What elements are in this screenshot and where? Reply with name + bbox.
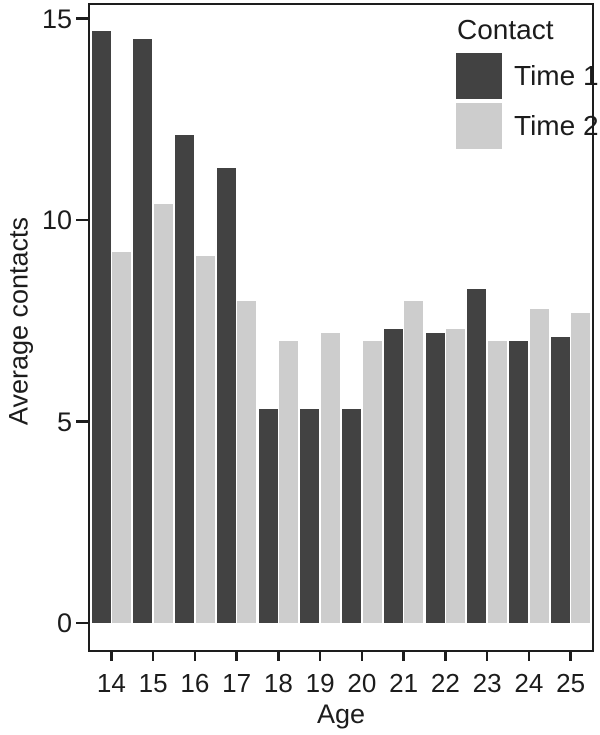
x-tick-label-15: 15 — [138, 668, 168, 698]
bar-time2-age18 — [279, 340, 299, 623]
x-tick-label-23: 23 — [472, 668, 502, 698]
legend-label-time1: Time 1 — [514, 60, 599, 91]
x-tick-19 — [318, 652, 322, 661]
bar-time1-age24 — [509, 340, 529, 623]
bar-time1-age23 — [467, 288, 487, 623]
x-tick-18 — [277, 652, 280, 661]
y-tick-label-10: 10 — [41, 205, 72, 235]
legend-swatch-time1 — [456, 53, 502, 99]
x-tick-20 — [360, 652, 364, 661]
bar-time1-age14 — [91, 30, 111, 623]
x-tick-17 — [235, 652, 238, 661]
x-tick-label-17: 17 — [222, 668, 252, 698]
bar-time1-age16 — [175, 135, 195, 623]
bar-time1-age17 — [216, 167, 236, 623]
y-tick-label-5: 5 — [56, 406, 72, 437]
x-tick-22 — [444, 652, 447, 661]
bar-time2-age24 — [529, 308, 549, 623]
x-tick-25 — [569, 652, 572, 661]
legend-swatch-time2 — [456, 103, 502, 149]
y-tick-label-0: 0 — [56, 608, 72, 638]
bar-time1-age25 — [550, 336, 570, 623]
x-axis-title: Age — [316, 699, 366, 729]
x-tick-label-22: 22 — [430, 668, 460, 698]
bar-time2-age19 — [320, 332, 340, 623]
bar-time1-age19 — [300, 409, 320, 623]
y-tick-label-15: 15 — [41, 3, 72, 34]
y-tick-15 — [76, 17, 89, 20]
x-tick-label-19: 19 — [305, 668, 335, 698]
bar-time2-age22 — [446, 328, 466, 623]
x-tick-label-20: 20 — [347, 668, 377, 698]
bar-time1-age18 — [258, 409, 278, 623]
bar-time1-age20 — [342, 409, 362, 623]
x-tick-16 — [193, 652, 197, 661]
bar-time2-age14 — [112, 252, 132, 623]
y-tick-10 — [76, 218, 89, 222]
x-tick-label-21: 21 — [389, 668, 419, 698]
y-tick-0 — [76, 621, 89, 625]
legend-title: Contact — [457, 14, 554, 45]
x-tick-14 — [110, 652, 113, 661]
x-tick-21 — [402, 652, 405, 661]
bar-time2-age25 — [571, 312, 591, 623]
x-tick-label-16: 16 — [180, 668, 210, 698]
y-tick-5 — [76, 420, 89, 423]
bar-time2-age15 — [153, 203, 173, 623]
bar-time2-age21 — [404, 300, 424, 623]
bar-time2-age16 — [195, 256, 215, 623]
bar-time1-age21 — [383, 328, 403, 623]
x-tick-label-14: 14 — [96, 668, 126, 698]
y-axis-title: Average contacts — [3, 216, 34, 426]
x-tick-label-24: 24 — [514, 668, 544, 698]
x-tick-24 — [527, 652, 531, 661]
bar-time2-age20 — [362, 340, 382, 623]
bar-time1-age22 — [425, 332, 445, 623]
bar-time2-age23 — [487, 340, 507, 623]
x-tick-label-25: 25 — [556, 668, 586, 698]
legend-label-time2: Time 2 — [514, 110, 599, 141]
x-tick-15 — [151, 652, 155, 661]
bar-time2-age17 — [237, 300, 257, 623]
x-tick-label-18: 18 — [263, 668, 293, 698]
x-tick-23 — [485, 652, 489, 661]
bar-time1-age15 — [133, 38, 153, 623]
